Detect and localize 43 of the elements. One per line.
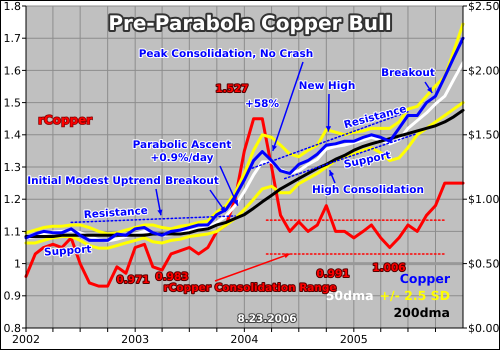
- annotation: 0.971: [116, 274, 150, 286]
- annotation: 8.23.2006: [237, 313, 297, 325]
- chart-title: Pre-Parabola Copper Bull: [108, 11, 392, 35]
- y-tick-label: 1.8: [4, 0, 21, 13]
- y-tick-label: 0.8: [4, 322, 21, 335]
- annotation: Breakout: [165, 175, 219, 187]
- annotation: Breakout: [381, 67, 435, 79]
- y-tick-label: 1.1: [4, 225, 21, 238]
- y2-tick-label: $0.00: [468, 322, 500, 335]
- y2-tick-label: $0.50: [468, 257, 500, 270]
- annotation: 1.006: [372, 262, 406, 274]
- y-tick-label: 1.4: [4, 128, 21, 142]
- annotation: Support: [44, 243, 92, 259]
- y2-tick-label: $1.50: [468, 128, 500, 142]
- y2-tick-label: $1.00: [468, 193, 500, 206]
- y-tick-label: 1: [14, 257, 21, 270]
- y-tick-label: 1.6: [4, 64, 21, 78]
- y-tick-label: 1.2: [4, 193, 21, 206]
- annotation: 0.991: [316, 268, 350, 280]
- annotation: 0.983: [155, 271, 189, 283]
- annotation: Parabolic Ascent +0.9%/day: [132, 139, 232, 164]
- annotation: 1.527: [215, 83, 249, 95]
- y2-tick-label: $2.00: [468, 64, 500, 78]
- text: rCopper: [38, 113, 92, 127]
- annotation: +58%: [245, 98, 280, 110]
- y-tick-label: 1.5: [4, 96, 21, 110]
- text: +/- 2.5 SD: [380, 288, 450, 303]
- annotation: Support: [342, 149, 392, 171]
- annotation: High Consolidation: [312, 184, 424, 196]
- annotation: New High: [298, 80, 356, 92]
- x-tick-label: 2004: [230, 333, 258, 346]
- annotation: Peak Consolidation, No Crash: [138, 48, 314, 60]
- text: Copper: [400, 271, 451, 286]
- y-tick-label: 1.7: [4, 32, 21, 46]
- text: 200dma: [393, 305, 450, 320]
- annotation: Resistance: [83, 204, 148, 222]
- x-tick-label: 2005: [340, 333, 368, 346]
- x-tick-label: 2003: [121, 333, 150, 346]
- annotation: Initial Modest Uptrend: [27, 175, 161, 187]
- y-tick-label: 0.9: [4, 290, 21, 303]
- y2-tick-label: $2.50: [468, 0, 500, 13]
- x-tick-label: 2002: [12, 333, 40, 346]
- y-tick-label: 1.3: [4, 160, 21, 174]
